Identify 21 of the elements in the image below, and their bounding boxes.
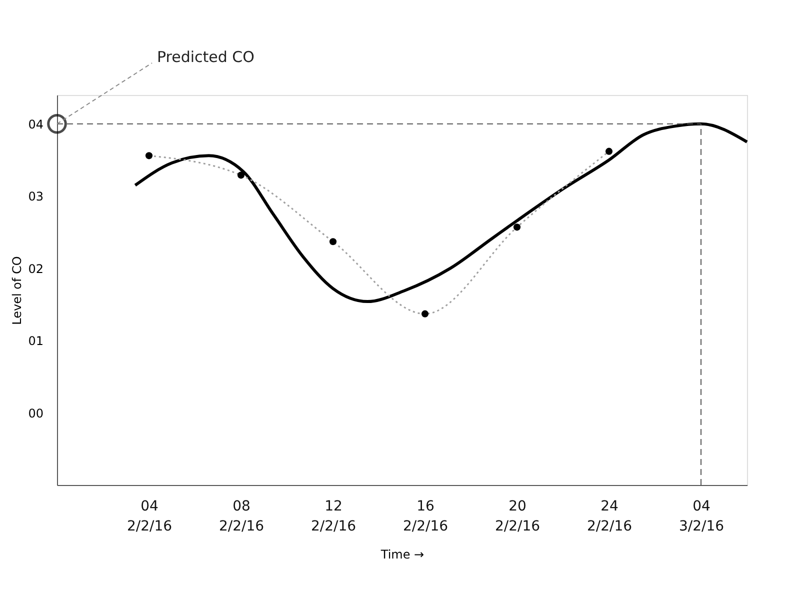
y-tick-label: 03	[28, 190, 44, 204]
x-tick-label: 04 2/2/16	[126, 498, 172, 534]
point	[605, 148, 613, 155]
y-tick-label: 04	[28, 117, 44, 132]
x-axis-title: Time →	[380, 548, 424, 562]
point	[237, 172, 245, 179]
y-tick-label: 00	[28, 406, 44, 420]
x-tick-label: 20 2/2/16	[494, 498, 540, 534]
y-tick-label: 02	[28, 262, 44, 276]
x-tick-label: 12 2/2/16	[310, 498, 356, 534]
x-tick-label: 08 2/2/16	[218, 498, 264, 534]
x-tick-label: 04 3/2/16	[678, 498, 724, 534]
y-axis-title: Level of CO	[10, 256, 24, 325]
point	[513, 224, 521, 231]
y-tick-label: 01	[28, 334, 44, 348]
x-tick-label: 24 2/2/16	[586, 498, 632, 534]
annotation: Predicted CO	[157, 48, 254, 66]
point	[329, 238, 337, 246]
point	[145, 152, 153, 160]
x-tick-label: 16 2/2/16	[402, 498, 448, 534]
point	[421, 310, 429, 318]
